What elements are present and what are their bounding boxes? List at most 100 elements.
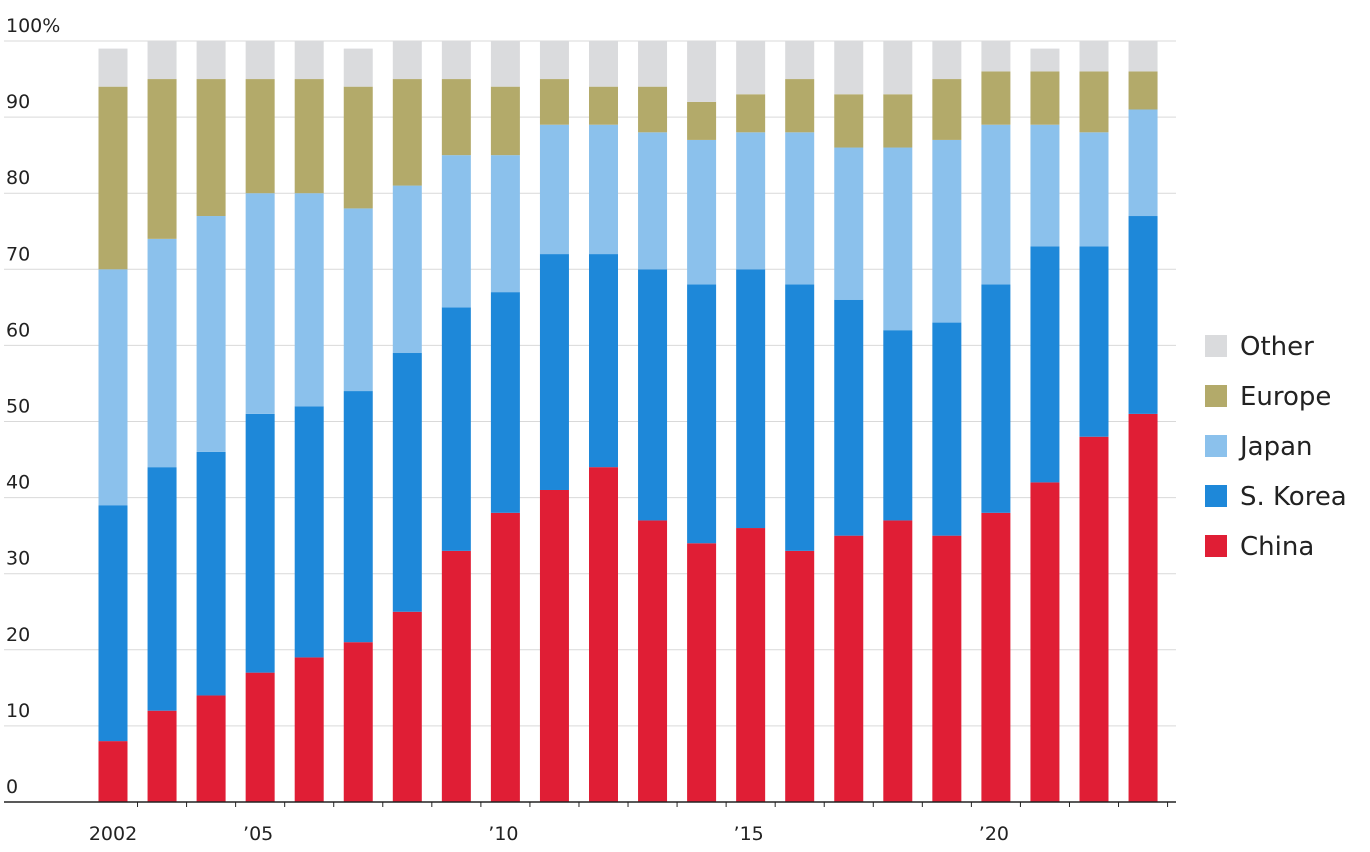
bar-china-2008 — [392, 611, 422, 802]
legend-item-s-korea: S. Korea — [1205, 482, 1347, 512]
bar-s-korea-2014 — [687, 284, 717, 544]
bar-s-korea-2016 — [785, 284, 815, 551]
bar-stack-2005 — [245, 41, 275, 802]
bar-china-2005 — [245, 672, 275, 802]
y-tick-label: 50 — [6, 396, 30, 418]
bar-stack-2004 — [196, 41, 226, 802]
bar-japan-2012 — [589, 124, 618, 255]
bar-s-korea-2009 — [441, 307, 471, 551]
bar-europe-2023 — [1128, 71, 1158, 110]
bar-s-korea-2008 — [392, 353, 422, 612]
legend-label: Europe — [1240, 382, 1331, 412]
bar-china-2006 — [294, 657, 324, 802]
legend-swatch — [1205, 385, 1227, 407]
legend-item-europe: Europe — [1205, 382, 1331, 412]
bar-other-2005 — [245, 41, 275, 80]
bar-china-2007 — [343, 642, 373, 802]
axes: 0 10 20 30 40 50 60 70 80 90 100% 2002 ’05 ’10 ’15 ’20 — [4, 15, 1176, 845]
bar-other-2022 — [1079, 41, 1109, 72]
legend-label: China — [1240, 532, 1314, 562]
bar-stack-2006 — [294, 41, 324, 802]
bar-s-korea-2020 — [981, 284, 1011, 513]
bar-europe-2017 — [834, 94, 864, 148]
bar-s-korea-2007 — [343, 391, 373, 643]
legend-swatch — [1205, 535, 1227, 557]
bar-japan-2004 — [196, 216, 226, 452]
bar-china-2020 — [981, 512, 1011, 802]
bar-stack-2007 — [343, 48, 373, 802]
bar-japan-2005 — [245, 193, 275, 414]
bar-china-2021 — [1030, 482, 1060, 802]
bar-china-2011 — [539, 489, 569, 802]
legend-label: Other — [1240, 332, 1314, 362]
bar-japan-2017 — [834, 147, 864, 300]
bar-s-korea-2010 — [490, 292, 520, 513]
bar-europe-2005 — [245, 79, 275, 194]
bar-china-2018 — [883, 520, 913, 802]
y-tick-label: 90 — [6, 91, 30, 113]
bar-europe-2022 — [1079, 71, 1109, 133]
bar-china-2016 — [785, 550, 815, 802]
legend: Other Europe Japan S. Korea China — [1205, 332, 1347, 562]
bar-japan-2014 — [687, 139, 717, 285]
bar-stack-2003 — [147, 41, 177, 802]
bar-europe-2021 — [1030, 71, 1060, 125]
bar-europe-2013 — [638, 86, 668, 133]
x-tick-label: 2002 — [89, 823, 137, 845]
bar-japan-2023 — [1128, 109, 1158, 217]
bar-japan-2009 — [441, 155, 471, 308]
bar-japan-2018 — [883, 147, 913, 331]
bar-china-2013 — [638, 520, 668, 802]
bar-europe-2020 — [981, 71, 1011, 125]
bar-other-2019 — [932, 41, 962, 80]
bar-europe-2012 — [589, 86, 618, 125]
bar-s-korea-2004 — [196, 451, 226, 696]
bar-stack-2014 — [687, 41, 717, 802]
bar-s-korea-2013 — [638, 269, 668, 521]
bar-china-2023 — [1128, 413, 1158, 802]
bar-china-2022 — [1079, 436, 1109, 802]
bar-europe-2018 — [883, 94, 913, 148]
bar-japan-2010 — [490, 155, 520, 293]
bar-s-korea-2011 — [539, 254, 569, 490]
bar-japan-2008 — [392, 185, 422, 354]
bar-japan-2015 — [736, 132, 766, 270]
bar-japan-2021 — [1030, 124, 1060, 247]
bar-s-korea-2002 — [98, 505, 128, 742]
bar-europe-2004 — [196, 79, 226, 217]
bar-china-2019 — [932, 535, 962, 802]
bar-stack-2018 — [883, 41, 913, 802]
bar-stack-2012 — [589, 41, 618, 802]
y-tick-label: 100% — [6, 15, 60, 37]
bar-japan-2011 — [539, 124, 569, 255]
bar-china-2003 — [147, 710, 177, 802]
bar-s-korea-2006 — [294, 406, 324, 658]
bar-japan-2019 — [932, 139, 962, 323]
bar-europe-2011 — [539, 79, 569, 125]
bar-other-2011 — [539, 41, 569, 80]
bar-china-2009 — [441, 550, 471, 802]
legend-item-other: Other — [1205, 332, 1314, 362]
bar-europe-2014 — [687, 101, 717, 140]
bar-stack-2015 — [736, 41, 766, 802]
bar-other-2003 — [147, 41, 177, 80]
legend-swatch — [1205, 435, 1227, 457]
bar-stack-2023 — [1128, 41, 1158, 802]
bar-other-2012 — [589, 41, 618, 87]
y-tick-label: 70 — [6, 243, 30, 265]
bar-stack-2011 — [539, 41, 569, 802]
bar-s-korea-2022 — [1079, 246, 1109, 437]
x-tick-label: ’20 — [979, 823, 1009, 845]
bar-europe-2008 — [392, 79, 422, 186]
y-tick-label: 30 — [6, 548, 30, 570]
bar-japan-2022 — [1079, 132, 1109, 247]
legend-label: Japan — [1238, 432, 1313, 462]
bar-other-2023 — [1128, 41, 1158, 72]
bar-china-2010 — [490, 512, 520, 802]
bar-china-2004 — [196, 695, 226, 802]
bar-japan-2013 — [638, 132, 668, 270]
legend-item-china: China — [1205, 532, 1314, 562]
bar-other-2015 — [736, 41, 766, 95]
bar-stack-2021 — [1030, 48, 1060, 802]
bar-s-korea-2015 — [736, 269, 766, 529]
